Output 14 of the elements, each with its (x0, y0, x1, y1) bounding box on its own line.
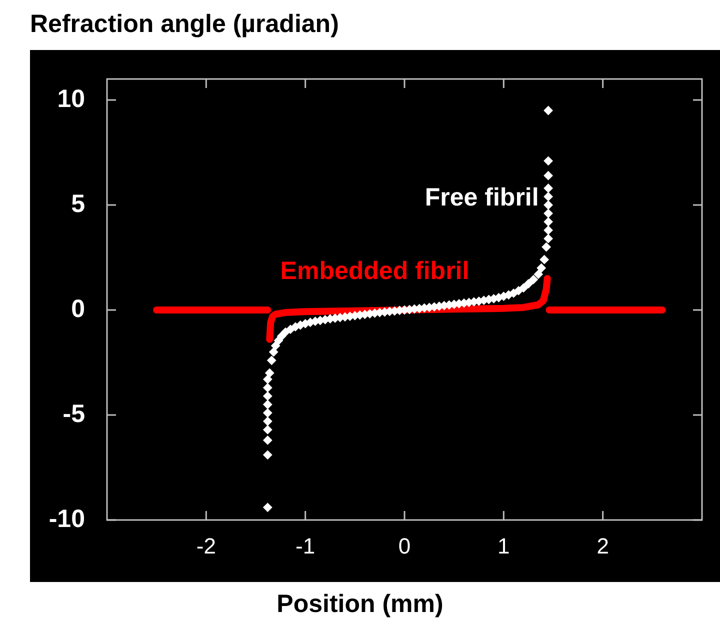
x-tick-label: -1 (296, 533, 316, 558)
y-tick-label: 5 (71, 190, 86, 218)
x-tick-label: 0 (398, 533, 411, 558)
x-axis-title: Position (mm) (276, 590, 444, 619)
series-label: Embedded fibril (280, 257, 470, 286)
y-tick-label: -5 (62, 400, 86, 428)
series-label: Free fibril (424, 184, 539, 212)
y-tick-label: 0 (71, 294, 85, 323)
y-axis-title: Refraction angle (µradian) (30, 10, 339, 39)
x-tick-label: -2 (196, 533, 216, 558)
y-tick-label: -10 (48, 504, 85, 533)
x-tick-label: 2 (596, 533, 609, 558)
y-tick-label: 10 (57, 84, 85, 113)
x-tick-label: 1 (498, 533, 510, 558)
